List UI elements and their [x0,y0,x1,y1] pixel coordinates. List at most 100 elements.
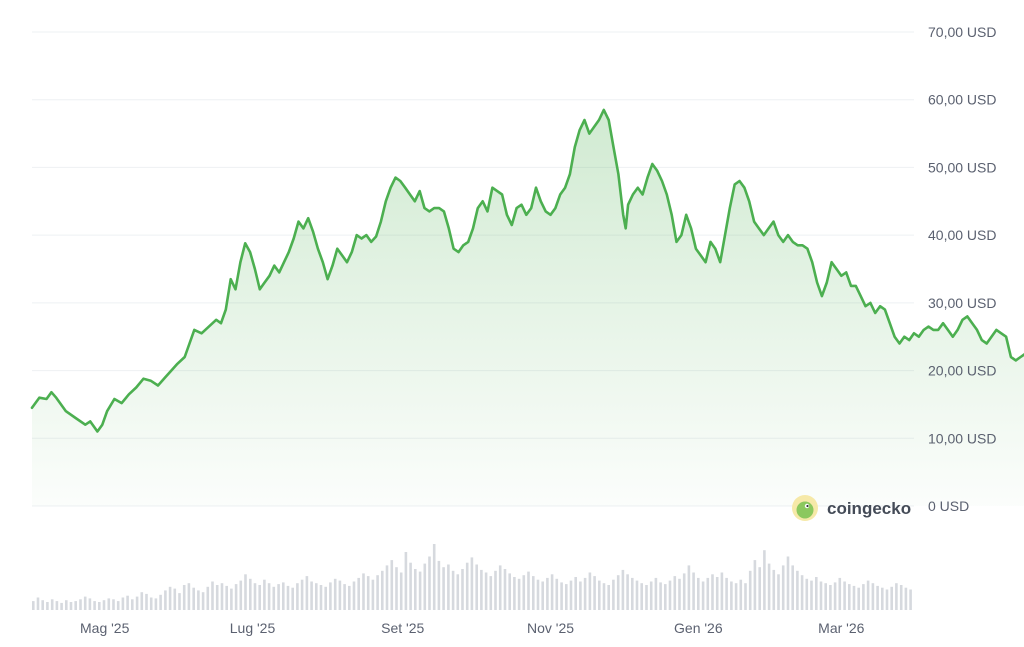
volume-bar [428,556,431,610]
volume-bar [282,582,285,610]
volume-bar [371,579,375,610]
volume-bar [357,577,360,610]
volume-bar [197,590,200,610]
volume-bar [126,595,129,610]
volume-bar [305,576,309,610]
volume-bar [65,600,68,610]
volume-bar [192,587,195,610]
volume-bar [810,580,813,610]
volume-bar [621,569,625,610]
volume-bar [447,564,450,610]
volume-bar [366,576,370,610]
y-tick-label: 10,00 USD [928,430,996,446]
volume-bar [286,585,290,610]
volume-bar [46,602,49,610]
volume-bar [730,581,733,610]
volume-bar [579,581,582,610]
volume-bar [899,585,903,610]
volume-bar [852,585,856,610]
volume-bar [395,567,398,610]
volume-bar [319,585,323,610]
volume-bar [201,592,205,610]
price-line [30,108,1024,433]
volume-bar [93,601,96,610]
volume-bar [725,577,728,610]
volume-bar [815,577,818,610]
volume-bar [697,577,700,610]
volume-bar [715,577,719,610]
volume-bar [862,584,865,610]
volume-bar [404,552,408,610]
coingecko-watermark: coingecko [792,495,911,521]
volume-bar [748,570,752,610]
volume-bar [885,589,889,610]
volume-bar [536,579,540,610]
volume-bar [112,599,115,610]
watermark-text: coingecko [827,499,911,518]
volume-bar [829,585,832,610]
volume-bar [187,583,191,610]
volume-bar [230,588,233,610]
volume-bar [550,574,554,610]
volume-bar [88,598,92,610]
volume-bar [767,563,771,610]
volume-bar [79,599,82,610]
volume-bar [456,574,460,610]
volume-bar [83,596,87,610]
gecko-logo-pupil [806,504,809,508]
volume-bar [871,583,875,610]
volume-bar [678,578,681,610]
y-tick-label: 70,00 USD [928,24,996,40]
volume-bar [484,572,488,610]
volume-bar [791,565,794,610]
volume-bar [711,574,714,610]
volume-bar [890,586,893,610]
volume-bar [409,562,412,610]
volume-bar [437,560,441,610]
volume-bar [744,583,747,610]
volume-bar [300,579,304,610]
volume-bar [645,585,648,610]
volume-bar [329,582,332,610]
volume-bar [758,567,761,610]
volume-bar [904,587,908,610]
volume-bar [786,556,790,610]
x-tick-label: Mar '26 [818,620,864,636]
price-area [32,109,1024,506]
volume-bar [824,583,827,610]
x-tick-label: Set '25 [381,620,424,636]
volume-bar [178,593,181,610]
y-tick-label: 40,00 USD [928,227,996,243]
volume-bar [480,569,483,610]
volume-bar [69,602,73,610]
volume-bar [560,582,563,610]
volume-bar [249,578,252,610]
volume-bar [701,581,705,610]
volume-bar [541,581,544,610]
volume-bar [772,569,776,610]
volume-bar [503,569,507,610]
volume-bar [470,557,474,610]
y-tick-label: 50,00 USD [928,159,996,175]
x-axis: Mag '25 Lug '25 Set '25 Nov '25 Gen '26 Mar '… [80,620,865,636]
volume-bar [272,586,276,610]
volume-bar [399,572,403,610]
volume-bar [116,601,120,610]
volume-bar [258,585,261,610]
volume-bar [296,583,299,610]
volume-bar [819,581,823,610]
volume-bar [451,570,455,610]
volume-bar [781,565,785,610]
volume-bar [866,580,870,610]
volume-bar [598,580,601,610]
volume-bar [442,567,445,610]
volume-bar [607,585,610,610]
volume-bar [857,587,860,610]
volume-bar [527,571,530,610]
volume-bar [583,577,587,610]
volume-bar [692,572,695,610]
volume-bar [376,575,379,610]
volume-bar [225,585,228,610]
